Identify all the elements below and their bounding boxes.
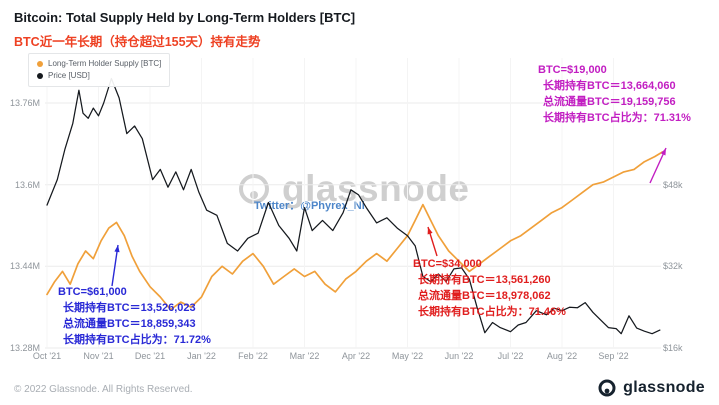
y-axis-label-left: 13.76M xyxy=(9,98,40,108)
annotation-block-sep: BTC=$19,000 长期持有BTC＝13,664,060 总流通量BTC＝19,… xyxy=(538,62,691,126)
series-line-lth-supply xyxy=(46,151,664,311)
glassnode-logo-icon xyxy=(239,174,269,204)
series-line-price xyxy=(46,77,661,335)
annotation-line: 长期持有BTC＝13,664,060 xyxy=(543,80,676,92)
x-axis-label: Nov '21 xyxy=(83,351,114,361)
annotation-line: 长期持有BTC占比为：71.46% xyxy=(418,306,566,318)
annotation-arrow-nov xyxy=(114,245,120,253)
legend-item-lth-supply[interactable]: Long-Term Holder Supply [BTC] xyxy=(37,58,161,70)
annotation-block-may: BTC=$34,000 长期持有BTC＝13,561,260 总流通量BTC＝18,… xyxy=(413,256,566,320)
legend-item-price[interactable]: Price [USD] xyxy=(37,70,161,82)
annotation-line: 长期持有BTC＝13,561,260 xyxy=(418,274,551,286)
y-axis-label-right: $16k xyxy=(663,343,683,353)
lth-supply-dot-icon xyxy=(37,61,43,67)
chart-subtitle-cn: BTC近一年长期（持仓超过155天）持有走势 xyxy=(14,35,261,49)
x-axis-label: Feb '22 xyxy=(238,351,268,361)
chart-legend: Long-Term Holder Supply [BTC] Price [USD] xyxy=(28,53,171,87)
annotation-line: 总流通量BTC＝19,159,756 xyxy=(543,96,676,108)
glassnode-brand-icon xyxy=(598,379,616,397)
legend-item-label: Long-Term Holder Supply [BTC] xyxy=(48,59,162,68)
annotation-line: 总流通量BTC＝18,859,343 xyxy=(63,318,196,330)
annotation-block-nov: BTC=$61,000 长期持有BTC＝13,526,023 总流通量BTC＝18,… xyxy=(58,284,211,348)
legend-item-label: Price [USD] xyxy=(48,71,90,80)
x-axis-label: May '22 xyxy=(391,351,424,361)
annotation-line: 长期持有BTC占比为：71.72% xyxy=(63,334,211,346)
price-dot-icon xyxy=(37,73,43,79)
y-axis-label-left: 13.6M xyxy=(14,179,40,190)
annotation-line: BTC=$19,000 xyxy=(538,64,607,76)
copyright: © 2022 Glassnode. All Rights Reserved. xyxy=(14,384,193,395)
watermark-text: glassnode xyxy=(282,168,470,209)
annotation-line: BTC=$61,000 xyxy=(58,286,127,298)
annotation-arrow-sep xyxy=(660,148,666,156)
glassnode-brand-text: glassnode xyxy=(623,379,705,396)
x-axis-label: Oct '21 xyxy=(32,351,62,361)
x-axis-label: Jun '22 xyxy=(444,351,474,361)
x-axis-label: Aug '22 xyxy=(546,351,578,361)
x-axis-label: Jul '22 xyxy=(497,351,524,361)
y-axis-label-left: 13.28M xyxy=(9,343,40,353)
page-title: Bitcoin: Total Supply Held by Long-Term … xyxy=(14,10,356,25)
annotation-line: 长期持有BTC＝13,526,023 xyxy=(63,302,196,314)
glassnode-watermark: glassnode xyxy=(236,168,470,210)
annotation-line: BTC=$34,000 xyxy=(413,258,482,270)
glassnode-brand: glassnode xyxy=(597,378,705,398)
y-axis-label-right: $32k xyxy=(663,261,683,272)
twitter-handle: Twitter：@Phyrex_Ni xyxy=(254,200,365,212)
x-axis-label: Sep '22 xyxy=(598,351,629,361)
annotation-line: 总流通量BTC＝18,978,062 xyxy=(418,290,551,302)
annotation-line: 长期持有BTC占比为：71.31% xyxy=(543,112,691,124)
annotation-arrow-may xyxy=(427,227,433,235)
y-axis-label-left: 13.44M xyxy=(9,261,40,272)
x-axis-label: Dec '21 xyxy=(134,351,166,361)
x-axis-label: Jan '22 xyxy=(187,351,216,361)
y-axis-label-right: $48k xyxy=(663,179,683,190)
x-axis-label: Apr '22 xyxy=(341,351,371,361)
x-axis-label: Mar '22 xyxy=(289,351,320,361)
